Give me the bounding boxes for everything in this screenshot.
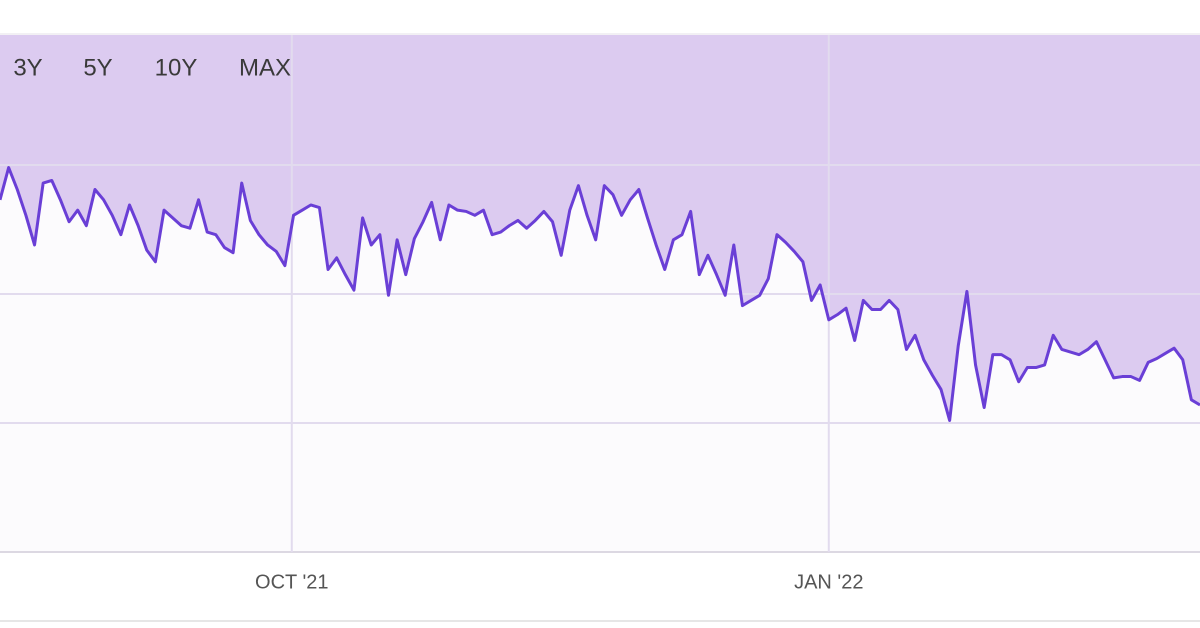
range-button[interactable]: 10Y <box>155 54 198 81</box>
range-button[interactable]: 3Y <box>13 54 42 81</box>
line <box>0 166 1200 422</box>
range-button[interactable]: 5Y <box>83 54 112 81</box>
area <box>0 35 1200 421</box>
x-tick-label: JAN '22 <box>794 571 863 593</box>
x-tick-label: OCT '21 <box>255 571 328 593</box>
range-buttons: 3Y 5Y 10Y MAX <box>13 54 291 81</box>
range-button[interactable]: MAX <box>239 54 291 81</box>
plot: OCT '21 JAN '22 <box>0 35 1200 593</box>
